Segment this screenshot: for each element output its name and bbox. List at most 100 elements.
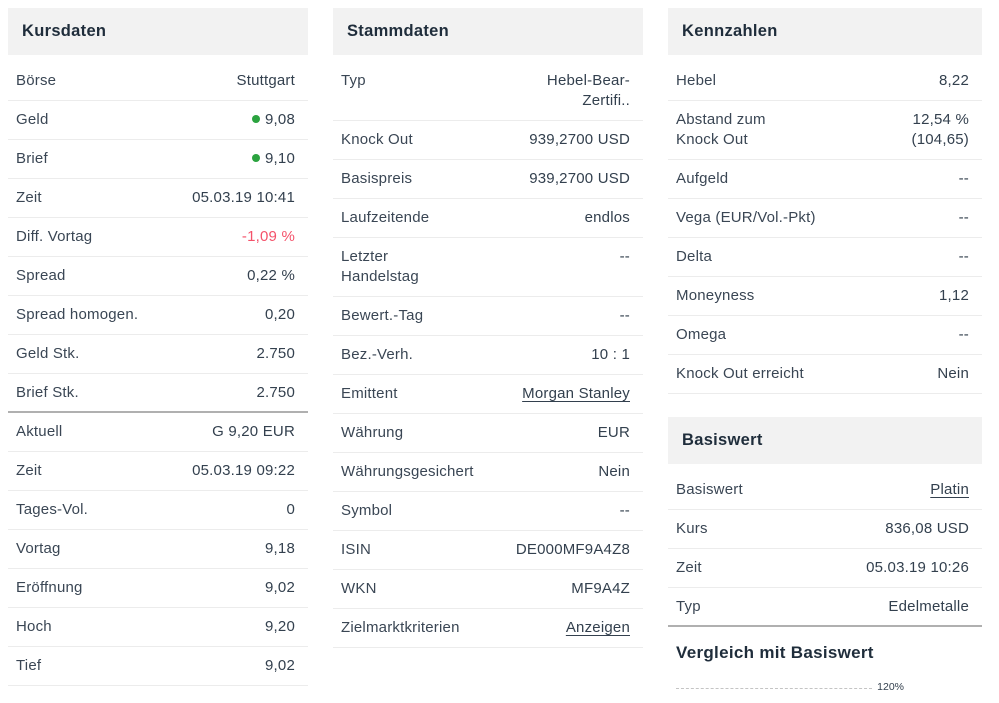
table-row-eroeffnung: Eröffnung 9,02 — [8, 569, 308, 608]
basiswert-platin-link[interactable]: Platin — [930, 481, 969, 498]
table-row-spread-homogen: Spread homogen. 0,20 — [8, 296, 308, 335]
row-label: Tief — [16, 657, 42, 674]
basiswert-title: Basiswert — [682, 431, 763, 449]
table-row-typ: Typ Hebel-Bear- Zertifi.. — [333, 62, 643, 121]
table-row-kurs: Kurs 836,08 USD — [668, 510, 982, 549]
row-label: Börse — [16, 72, 57, 89]
row-label: Typ — [676, 597, 701, 615]
live-price-dot-icon — [252, 115, 260, 123]
row-value: 939,2700 USD — [529, 131, 630, 148]
row-label: Letzter Handelstag — [341, 248, 419, 285]
table-row-boerse: Börse Stuttgart — [8, 62, 308, 101]
row-label: Brief — [16, 150, 48, 167]
table-row-wkn: WKN MF9A4Z — [333, 570, 643, 609]
row-label: Hebel — [676, 72, 717, 89]
stammdaten-header: Stammdaten — [333, 8, 643, 55]
row-label: Hoch — [16, 618, 52, 635]
kursdaten-title: Kursdaten — [22, 22, 107, 40]
row-value: 05.03.19 10:26 — [866, 559, 969, 576]
table-row-knock-out-erreicht: Knock Out erreicht Nein — [668, 355, 982, 394]
row-value: 9,18 — [265, 540, 295, 557]
row-value: Nein — [598, 463, 630, 480]
row-label: Emittent — [341, 385, 398, 402]
table-row-tief: Tief 9,02 — [8, 647, 308, 686]
row-label: Kurs — [676, 520, 708, 537]
row-value: Nein — [937, 365, 969, 382]
row-value: -- — [958, 326, 969, 343]
row-value: 939,2700 USD — [529, 170, 630, 187]
row-label: Zeit — [16, 189, 42, 206]
table-row-brief-stk: Brief Stk. 2.750 — [8, 374, 308, 413]
kursdaten-panel: Kursdaten Börse Stuttgart Geld 9,08 Brie… — [8, 8, 308, 686]
row-value: 1,12 — [939, 287, 969, 304]
row-label: Bewert.-Tag — [341, 307, 424, 324]
table-row-emittent: Emittent Morgan Stanley — [333, 375, 643, 414]
table-row-vega: Vega (EUR/Vol.-Pkt) -- — [668, 199, 982, 238]
row-label: Zeit — [16, 462, 42, 479]
table-row-waehrungsgesichert: Währungsgesichert Nein — [333, 453, 643, 492]
row-label: Moneyness — [676, 287, 755, 304]
row-label: Währungsgesichert — [341, 463, 474, 480]
row-label: Laufzeitende — [341, 209, 430, 226]
table-row-moneyness: Moneyness 1,12 — [668, 277, 982, 316]
zielmarktkriterien-anzeigen-link[interactable]: Anzeigen — [565, 619, 630, 636]
row-value: MF9A4Z — [571, 580, 630, 597]
row-value: 0,20 — [265, 306, 295, 323]
basiswert-header: Basiswert — [668, 417, 982, 464]
row-value: 2.750 — [256, 383, 295, 401]
table-row-laufzeitende: Laufzeitende endlos — [333, 199, 643, 238]
row-label: Aktuell — [16, 423, 63, 440]
row-label: Währung — [341, 424, 404, 441]
row-label: Knock Out — [341, 131, 413, 148]
basiswert-rows: Basiswert Platin Kurs 836,08 USD Zeit 05… — [668, 471, 982, 627]
table-row-zeit-2: Zeit 05.03.19 09:22 — [8, 452, 308, 491]
row-label: Omega — [676, 326, 727, 343]
row-value: EUR — [597, 424, 630, 441]
row-value: Stuttgart — [236, 72, 295, 89]
row-label: Abstand zum Knock Out — [676, 111, 766, 148]
row-value: 2.750 — [256, 345, 295, 362]
row-value: 9,20 — [265, 618, 295, 635]
table-row-aktuell: Aktuell G 9,20 EUR — [8, 413, 308, 452]
table-row-aufgeld: Aufgeld -- — [668, 160, 982, 199]
row-label: Geld — [16, 111, 49, 128]
table-row-hebel: Hebel 8,22 — [668, 62, 982, 101]
table-row-omega: Omega -- — [668, 316, 982, 355]
stammdaten-panel: Stammdaten Typ Hebel-Bear- Zertifi.. Kno… — [333, 8, 643, 648]
table-row-brief: Brief 9,10 — [8, 140, 308, 179]
row-value: -- — [958, 248, 969, 265]
table-row-basiswert-zeit: Zeit 05.03.19 10:26 — [668, 549, 982, 588]
row-value: 9,02 — [265, 579, 295, 596]
row-value: Hebel-Bear- Zertifi.. — [546, 72, 630, 109]
table-row-tages-vol: Tages-Vol. 0 — [8, 491, 308, 530]
row-label: Aufgeld — [676, 170, 729, 187]
row-label: Geld Stk. — [16, 345, 80, 362]
table-row-abstand-knock-out: Abstand zum Knock Out 12,54 % (104,65) — [668, 101, 982, 160]
table-row-delta: Delta -- — [668, 238, 982, 277]
row-label: Basispreis — [341, 170, 413, 187]
emittent-link[interactable]: Morgan Stanley — [522, 385, 630, 402]
table-row-bewert-tag: Bewert.-Tag -- — [333, 297, 643, 336]
row-value: 8,22 — [939, 72, 969, 89]
table-row-spread: Spread 0,22 % — [8, 257, 308, 296]
row-value: 9,02 — [265, 657, 295, 674]
vergleich-heading: Vergleich mit Basiswert — [676, 643, 874, 662]
kennzahlen-title: Kennzahlen — [682, 22, 778, 40]
row-value: -- — [619, 248, 630, 265]
row-label: Symbol — [341, 502, 393, 519]
table-row-geld: Geld 9,08 — [8, 101, 308, 140]
live-price-dot-icon — [252, 154, 260, 162]
row-value: -- — [619, 307, 630, 324]
table-row-bez-verh: Bez.-Verh. 10 : 1 — [333, 336, 643, 375]
row-label: Tages-Vol. — [16, 501, 89, 518]
row-label: Typ — [341, 72, 366, 89]
row-value: 05.03.19 10:41 — [192, 189, 295, 206]
row-value: -- — [619, 502, 630, 519]
row-value: 05.03.19 09:22 — [192, 462, 295, 479]
row-value: -- — [958, 209, 969, 226]
row-value: 9,08 — [252, 110, 295, 130]
row-value: G 9,20 EUR — [212, 423, 295, 440]
kursdaten-header: Kursdaten — [8, 8, 308, 55]
row-label: Bez.-Verh. — [341, 346, 414, 363]
table-row-basiswert: Basiswert Platin — [668, 471, 982, 510]
